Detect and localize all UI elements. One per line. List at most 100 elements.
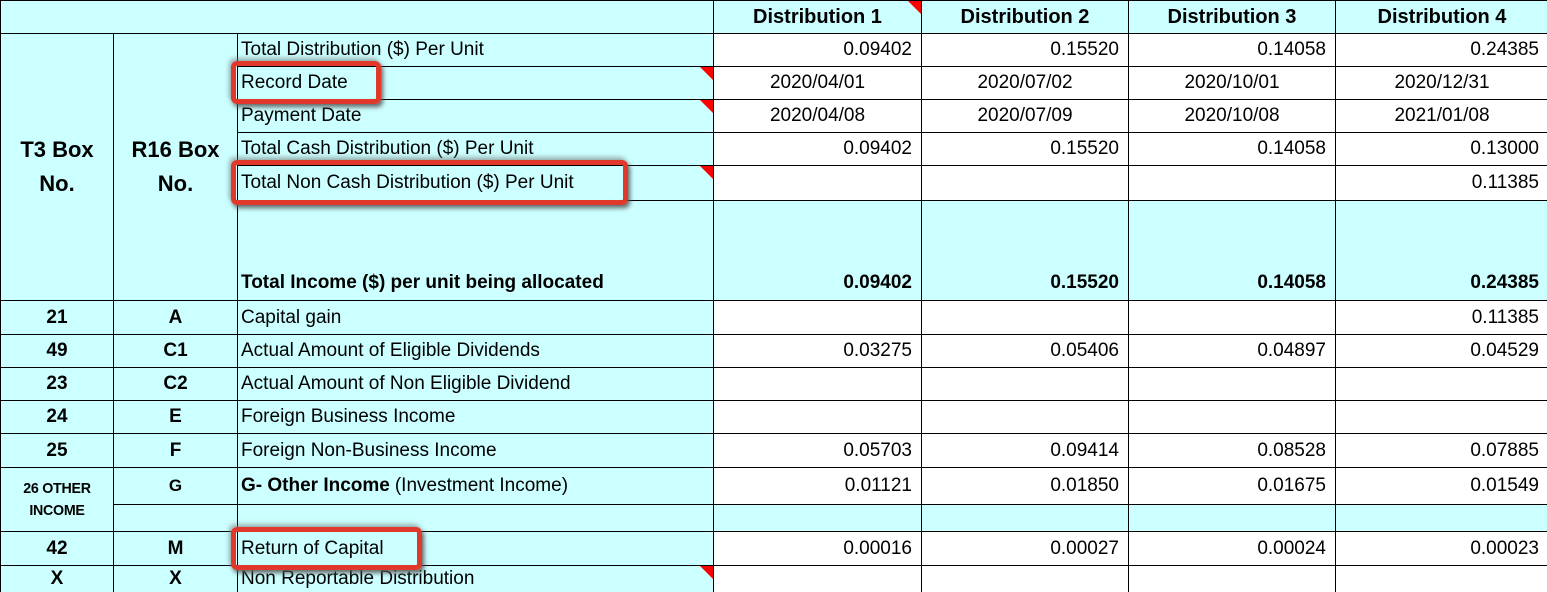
value-cell[interactable]: 0.11385 <box>1336 301 1547 335</box>
value-cell[interactable]: 0.00027 <box>922 532 1129 566</box>
value-cell[interactable] <box>714 566 922 592</box>
value-cell[interactable] <box>922 166 1129 201</box>
value-cell[interactable]: 0.15520 <box>922 133 1129 166</box>
blank-cell[interactable] <box>714 505 922 532</box>
r16-box-cell[interactable]: F <box>114 434 238 468</box>
value-cell[interactable]: 0.09402 <box>714 133 922 166</box>
r16-box-cell[interactable]: C2 <box>114 368 238 401</box>
comment-indicator-icon <box>700 100 713 113</box>
value-cell[interactable] <box>1129 566 1336 592</box>
r16-box-no-header[interactable]: R16 Box No. <box>114 34 238 301</box>
value-cell[interactable]: 0.01675 <box>1129 468 1336 505</box>
row-label-payment-date[interactable]: Payment Date <box>238 100 714 133</box>
t3-box-cell-other-income[interactable]: 26 OTHER INCOME <box>1 468 114 532</box>
value-cell[interactable] <box>1336 368 1547 401</box>
t3-box-cell[interactable]: 21 <box>1 301 114 335</box>
t3-box-cell[interactable]: 23 <box>1 368 114 401</box>
value-cell[interactable] <box>1129 301 1336 335</box>
t3-box-no-header[interactable]: T3 Box No. <box>1 34 114 301</box>
blank-cell[interactable] <box>1129 505 1336 532</box>
value-cell[interactable]: 0.24385 <box>1336 34 1547 67</box>
column-header-distribution-2[interactable]: Distribution 2 <box>922 1 1129 34</box>
value-cell[interactable]: 0.04897 <box>1129 335 1336 368</box>
row-label-return-of-capital[interactable]: Return of Capital <box>238 532 714 566</box>
blank-cell[interactable] <box>1336 505 1547 532</box>
row-label-foreign-business-income[interactable]: Foreign Business Income <box>238 401 714 434</box>
value-cell[interactable]: 0.15520 <box>922 201 1129 301</box>
value-cell[interactable]: 0.01121 <box>714 468 922 505</box>
r16-box-cell[interactable]: A <box>114 301 238 335</box>
value-cell[interactable]: 0.04529 <box>1336 335 1547 368</box>
value-cell[interactable] <box>714 301 922 335</box>
value-cell[interactable]: 0.08528 <box>1129 434 1336 468</box>
value-cell[interactable]: 0.14058 <box>1129 34 1336 67</box>
value-cell[interactable]: 2020/07/09 <box>922 100 1129 133</box>
row-label-other-income[interactable]: G- Other Income (Investment Income) <box>238 468 714 505</box>
t3-box-cell[interactable]: 42 <box>1 532 114 566</box>
value-cell[interactable]: 0.15520 <box>922 34 1129 67</box>
row-label-record-date[interactable]: Record Date <box>238 67 714 100</box>
column-header-distribution-4[interactable]: Distribution 4 <box>1336 1 1547 34</box>
value-cell[interactable]: 0.01850 <box>922 468 1129 505</box>
r16-box-cell[interactable]: X <box>114 566 238 592</box>
value-cell[interactable] <box>714 401 922 434</box>
value-cell[interactable] <box>922 401 1129 434</box>
value-cell[interactable] <box>1336 401 1547 434</box>
value-cell[interactable] <box>1129 401 1336 434</box>
value-cell[interactable]: 0.05406 <box>922 335 1129 368</box>
value-cell[interactable]: 2021/01/08 <box>1336 100 1547 133</box>
value-cell[interactable]: 0.07885 <box>1336 434 1547 468</box>
value-cell[interactable]: 0.09402 <box>714 34 922 67</box>
value-cell[interactable]: 2020/10/08 <box>1129 100 1336 133</box>
value-cell[interactable]: 0.00024 <box>1129 532 1336 566</box>
r16-box-cell[interactable]: M <box>114 532 238 566</box>
row-label-total-income-allocated[interactable]: Total Income ($) per unit being allocate… <box>238 201 714 301</box>
value-cell[interactable]: 0.14058 <box>1129 201 1336 301</box>
value-cell[interactable] <box>714 166 922 201</box>
value-cell[interactable]: 2020/07/02 <box>922 67 1129 100</box>
value-cell[interactable]: 0.00016 <box>714 532 922 566</box>
r16-box-cell[interactable]: C1 <box>114 335 238 368</box>
row-label-total-cash-distribution[interactable]: Total Cash Distribution ($) Per Unit <box>238 133 714 166</box>
row-label-total-non-cash-distribution[interactable]: Total Non Cash Distribution ($) Per Unit <box>238 166 714 201</box>
row-label-non-eligible-dividend[interactable]: Actual Amount of Non Eligible Dividend <box>238 368 714 401</box>
value-cell[interactable] <box>1336 566 1547 592</box>
value-cell[interactable]: 2020/04/01 <box>714 67 922 100</box>
r16-box-cell[interactable]: G <box>114 468 238 505</box>
blank-cell[interactable] <box>922 505 1129 532</box>
column-header-distribution-1[interactable]: Distribution 1 <box>714 1 922 34</box>
t3-box-cell[interactable]: X <box>1 566 114 592</box>
column-header-distribution-3[interactable]: Distribution 3 <box>1129 1 1336 34</box>
corner-cell[interactable] <box>1 1 714 34</box>
value-cell[interactable] <box>922 566 1129 592</box>
value-cell[interactable] <box>1129 368 1336 401</box>
value-cell[interactable]: 0.03275 <box>714 335 922 368</box>
value-cell[interactable]: 0.00023 <box>1336 532 1547 566</box>
t3-box-cell[interactable]: 25 <box>1 434 114 468</box>
value-cell[interactable]: 2020/04/08 <box>714 100 922 133</box>
t3-box-cell[interactable]: 49 <box>1 335 114 368</box>
value-cell[interactable] <box>922 368 1129 401</box>
row-label-eligible-dividends[interactable]: Actual Amount of Eligible Dividends <box>238 335 714 368</box>
value-cell[interactable]: 0.11385 <box>1336 166 1547 201</box>
value-cell[interactable]: 0.09414 <box>922 434 1129 468</box>
value-cell[interactable]: 0.01549 <box>1336 468 1547 505</box>
value-cell[interactable]: 0.24385 <box>1336 201 1547 301</box>
blank-cell[interactable] <box>238 505 714 532</box>
value-cell[interactable]: 0.14058 <box>1129 133 1336 166</box>
row-label-foreign-non-business-income[interactable]: Foreign Non-Business Income <box>238 434 714 468</box>
value-cell[interactable]: 2020/12/31 <box>1336 67 1547 100</box>
value-cell[interactable] <box>922 301 1129 335</box>
blank-cell[interactable] <box>114 505 238 532</box>
value-cell[interactable]: 2020/10/01 <box>1129 67 1336 100</box>
value-cell[interactable]: 0.13000 <box>1336 133 1547 166</box>
r16-box-cell[interactable]: E <box>114 401 238 434</box>
row-label-total-distribution[interactable]: Total Distribution ($) Per Unit <box>238 34 714 67</box>
value-cell[interactable] <box>714 368 922 401</box>
value-cell[interactable]: 0.09402 <box>714 201 922 301</box>
value-cell[interactable]: 0.05703 <box>714 434 922 468</box>
row-label-capital-gain[interactable]: Capital gain <box>238 301 714 335</box>
t3-box-cell[interactable]: 24 <box>1 401 114 434</box>
value-cell[interactable] <box>1129 166 1336 201</box>
row-label-non-reportable-distribution[interactable]: Non Reportable Distribution <box>238 566 714 592</box>
